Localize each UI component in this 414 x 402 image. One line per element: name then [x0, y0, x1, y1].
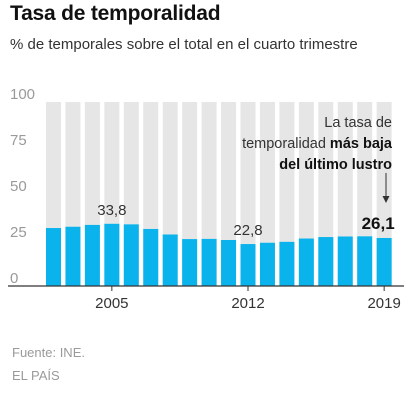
bar-2007 — [143, 228, 159, 286]
bar-2018 — [357, 236, 373, 286]
annotation-arrow-head — [382, 196, 390, 203]
publisher-credit: EL PAÍS — [12, 368, 60, 383]
bar-chart: 0 25 50 75 100 2005 2012 2019 33,8 22,8 26,1 La … — [8, 86, 404, 312]
y-tick-label-50: 50 — [10, 178, 27, 195]
x-tick-label-2005: 2005 — [95, 295, 128, 312]
y-tick-label-75: 75 — [10, 132, 27, 149]
chart-subtitle: % de temporales sobre el total en el cua… — [10, 36, 358, 53]
annotation-line-2-normal: temporalidad — [242, 136, 330, 152]
bar-2003 — [65, 226, 81, 286]
annotation: La tasa de temporalidad más baja del últ… — [242, 115, 393, 203]
bar-2012 — [240, 244, 256, 286]
annotation-line-1: La tasa de — [324, 115, 392, 131]
x-tick-label-2019: 2019 — [367, 295, 400, 312]
bar-2011 — [221, 240, 237, 286]
data-label-2019: 26,1 — [362, 214, 395, 233]
bar-2017 — [337, 236, 353, 286]
bar-2006 — [123, 224, 139, 286]
bar-2015 — [298, 238, 314, 286]
source-note: Fuente: INE. — [12, 345, 85, 360]
bar-2010 — [201, 238, 217, 286]
y-tick-label-25: 25 — [10, 224, 27, 241]
data-label-2012: 22,8 — [233, 222, 262, 239]
bar-2014 — [279, 241, 295, 286]
annotation-line-2-bold: más baja — [330, 136, 393, 152]
bar-2004 — [84, 224, 100, 286]
bar-2009 — [182, 239, 198, 286]
bar-background-2014 — [279, 102, 295, 286]
bar-2013 — [259, 242, 275, 286]
bar-background-2013 — [259, 102, 275, 286]
bar-2019 — [376, 237, 392, 286]
chart-title: Tasa de temporalidad — [10, 2, 221, 25]
y-tick-label-0: 0 — [10, 270, 18, 287]
bar-2008 — [162, 234, 178, 286]
annotation-line-2: temporalidad más baja — [242, 136, 393, 152]
bar-2016 — [318, 237, 334, 286]
data-label-2005: 33,8 — [97, 202, 126, 219]
annotation-line-3: del último lustro — [279, 157, 392, 173]
bar-2005 — [104, 223, 120, 286]
x-tick-label-2012: 2012 — [231, 295, 264, 312]
y-tick-label-100: 100 — [10, 86, 35, 103]
bar-2002 — [46, 228, 61, 286]
bar-background-2012 — [240, 102, 256, 286]
